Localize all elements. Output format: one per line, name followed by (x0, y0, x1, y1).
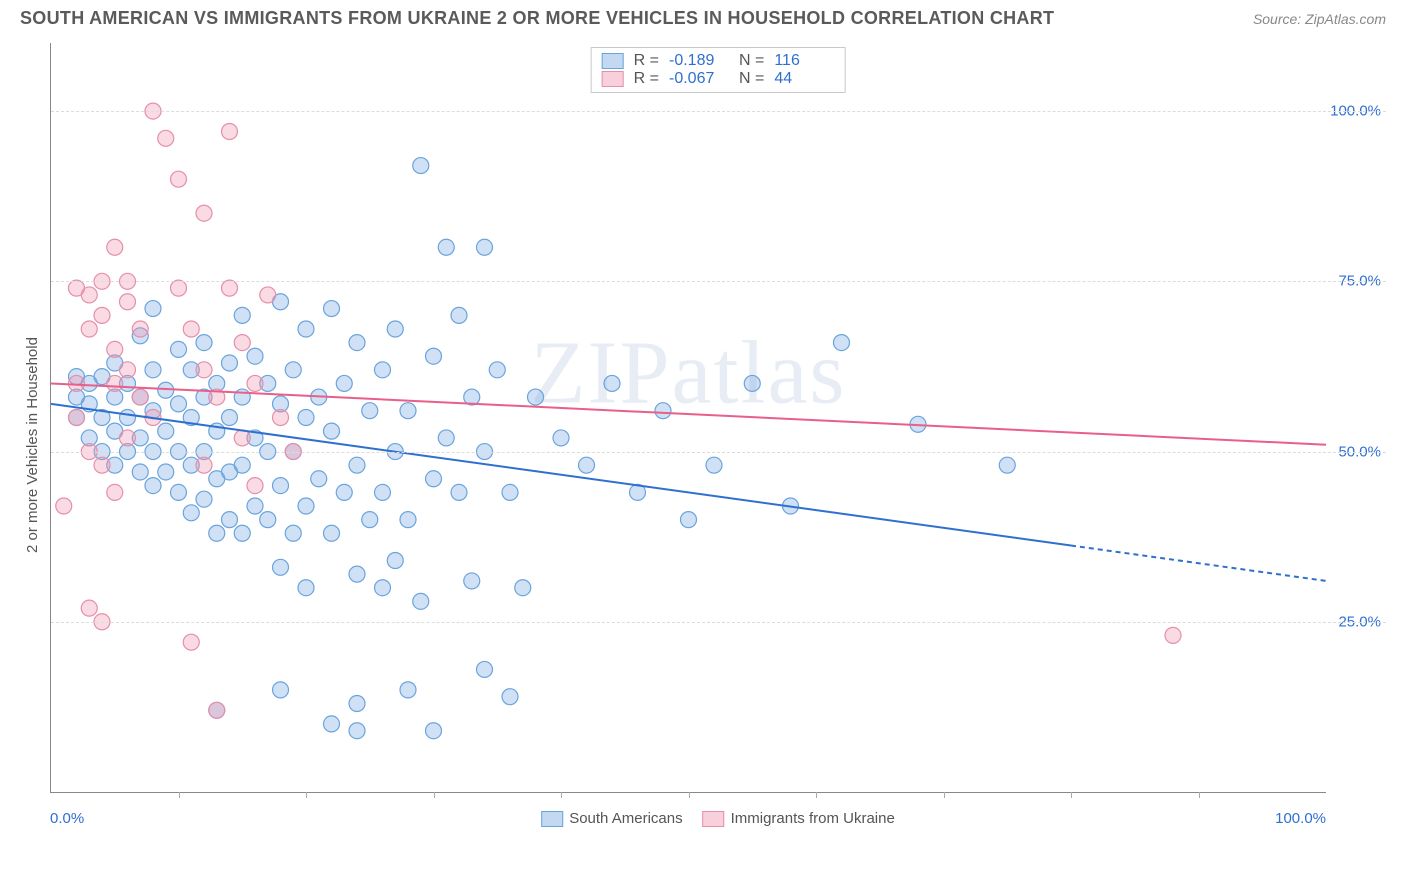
plot-area: ZIPatlas 25.0%50.0%75.0%100.0% (50, 43, 1326, 793)
scatter-svg (51, 43, 1326, 792)
legend-row-1: R = -0.189 N = 116 (602, 52, 835, 70)
legend-row-2: R = -0.067 N = 44 (602, 70, 835, 88)
chart-title: SOUTH AMERICAN VS IMMIGRANTS FROM UKRAIN… (20, 8, 1054, 29)
n-label: N = (739, 52, 764, 70)
x-axis-labels: 0.0% 100.0% (50, 810, 1326, 827)
swatch-series-1 (602, 53, 624, 69)
r-value-2: -0.067 (669, 70, 729, 88)
n-label: N = (739, 70, 764, 88)
r-label: R = (634, 52, 659, 70)
n-value-1: 116 (774, 52, 834, 70)
source-label: Source: ZipAtlas.com (1253, 11, 1386, 27)
n-value-2: 44 (774, 70, 834, 88)
correlation-legend: R = -0.189 N = 116 R = -0.067 N = 44 (591, 47, 846, 93)
x-max-label: 100.0% (1275, 810, 1326, 827)
y-axis-label: 2 or more Vehicles in Household (24, 337, 41, 553)
r-value-1: -0.189 (669, 52, 729, 70)
r-label: R = (634, 70, 659, 88)
x-min-label: 0.0% (50, 810, 84, 827)
swatch-series-2 (602, 71, 624, 87)
chart-container: 2 or more Vehicles in Household ZIPatlas… (50, 33, 1386, 833)
